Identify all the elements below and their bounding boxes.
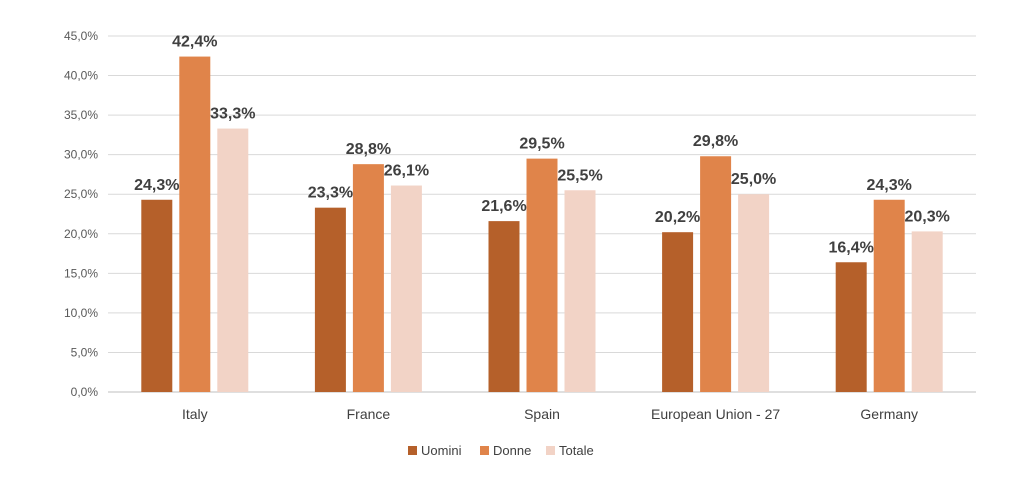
y-tick-label: 15,0% [64,266,98,280]
bars [141,56,943,393]
y-tick-label: 20,0% [64,227,98,241]
data-label: 21,6% [481,198,526,215]
y-tick-label: 35,0% [64,108,98,122]
data-label: 20,3% [905,208,950,225]
x-axis: Italy France Spain European Union - 27 Germa… [182,406,918,422]
data-label: 29,8% [693,133,738,150]
bar-totale-1 [390,185,422,392]
legend-swatch [546,446,555,455]
y-tick-label: 5,0% [71,345,99,359]
bar-donne-0 [179,56,211,393]
legend-swatch [408,446,417,455]
bar-donne-2 [526,158,558,392]
legend: Uomini Donne Totale [408,443,594,458]
x-category-label: Italy [182,406,208,422]
data-label: 25,5% [557,167,602,184]
y-tick-label: 10,0% [64,306,98,320]
legend-label: Donne [493,443,531,458]
x-category-label: Spain [524,406,560,422]
bar-donne-4 [873,199,905,392]
bar-totale-2 [564,190,596,392]
y-axis: 0,0% 5,0% 10,0% 15,0% 20,0% 25,0% 30,0% 35,0% 40… [64,29,98,399]
bar-totale-3 [738,194,770,392]
y-tick-label: 0,0% [71,385,99,399]
legend-label: Uomini [421,443,462,458]
y-tick-label: 25,0% [64,187,98,201]
bar-uomini-1 [314,207,346,392]
data-labels: 24,3% 42,4% 33,3% 23,3% 28,8% 26,1% 21,6% 29,5%… [134,34,950,257]
data-label: 20,2% [655,209,700,226]
bar-totale-4 [911,231,943,392]
data-label: 24,3% [134,177,179,194]
x-category-label: Germany [860,406,918,422]
bar-totale-0 [217,128,249,392]
bar-uomini-3 [662,232,694,392]
data-label: 42,4% [172,34,217,51]
data-label: 33,3% [210,106,255,123]
y-tick-label: 30,0% [64,148,98,162]
data-label: 28,8% [346,141,391,158]
bar-donne-3 [700,156,732,392]
data-label: 23,3% [308,185,353,202]
bar-uomini-4 [835,262,867,392]
bar-uomini-2 [488,221,520,392]
x-category-label: European Union - 27 [651,406,780,422]
bar-uomini-0 [141,199,173,392]
legend-item-totale: Totale [546,443,594,458]
data-label: 25,0% [731,171,776,188]
legend-swatch [480,446,489,455]
data-label: 26,1% [384,163,429,180]
legend-item-donne: Donne [480,443,531,458]
legend-label: Totale [559,443,594,458]
y-tick-label: 40,0% [64,69,98,83]
bar-donne-1 [352,164,384,392]
data-label: 16,4% [829,239,874,256]
data-label: 29,5% [519,136,564,153]
y-tick-label: 45,0% [64,29,98,43]
x-category-label: France [347,406,391,422]
legend-item-uomini: Uomini [408,443,462,458]
data-label: 24,3% [867,177,912,194]
